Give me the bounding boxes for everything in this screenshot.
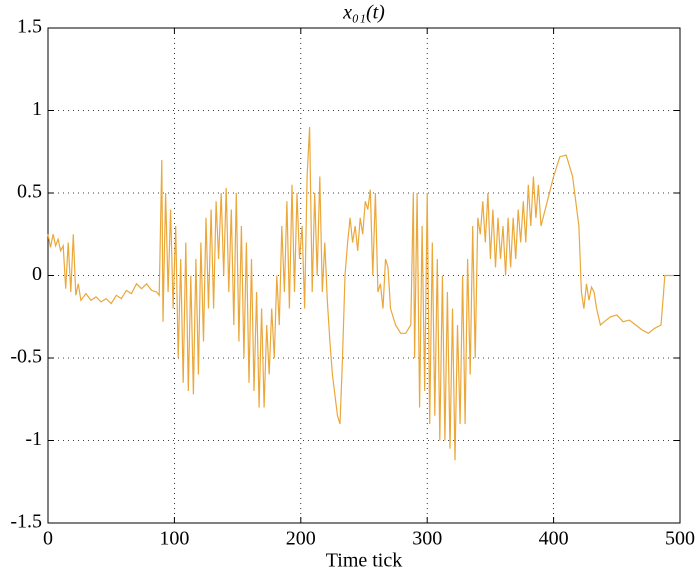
x-tick-label: 0 — [43, 528, 53, 550]
y-tick-label: 0.5 — [17, 181, 42, 203]
x-tick-label: 100 — [159, 528, 189, 550]
x-tick-label: 200 — [286, 528, 316, 550]
axes-box — [47, 27, 681, 524]
y-tick-label: 1.5 — [17, 16, 42, 38]
x-tick-label: 300 — [412, 528, 442, 550]
y-tick-label: 1 — [32, 98, 42, 120]
y-tick-label: -0.5 — [10, 346, 42, 368]
data-line — [47, 126, 674, 461]
x-axis-label: Time tick — [326, 550, 403, 572]
y-tick-label: 0 — [32, 263, 42, 285]
chart-title: x₀₁(t) — [342, 2, 385, 24]
x-tick-label: 400 — [539, 528, 569, 550]
x-tick-label: 500 — [665, 528, 695, 550]
y-tick-label: -1 — [25, 428, 42, 450]
y-tick-label: -1.5 — [10, 511, 42, 533]
